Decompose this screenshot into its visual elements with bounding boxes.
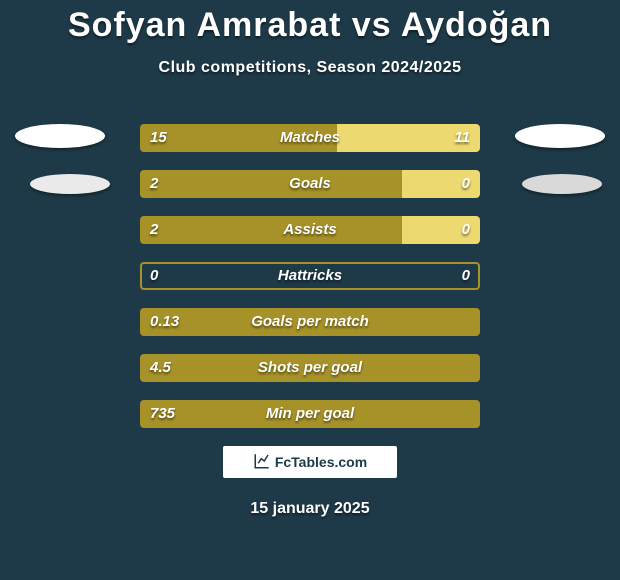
chart-icon: [253, 452, 271, 473]
player-right-flag-2: [522, 174, 602, 194]
stat-label: Matches: [140, 124, 480, 152]
stat-label: Hattricks: [140, 262, 480, 290]
player-left-flag-1: [15, 124, 105, 148]
stat-row: 00Hattricks: [140, 262, 480, 290]
stat-label: Goals: [140, 170, 480, 198]
stat-row: 1511Matches: [140, 124, 480, 152]
stats-bar-chart: 1511Matches 20Goals 20Assists 00Hattricks 0.…: [140, 124, 480, 446]
stat-label: Shots per goal: [140, 354, 480, 382]
stat-label: Goals per match: [140, 308, 480, 336]
player-left-flag-2: [30, 174, 110, 194]
stat-row: 20Goals: [140, 170, 480, 198]
subtitle: Club competitions, Season 2024/2025: [0, 59, 620, 77]
generated-date: 15 january 2025: [0, 500, 620, 518]
stat-row: 4.5Shots per goal: [140, 354, 480, 382]
page-title: Sofyan Amrabat vs Aydoğan: [0, 0, 620, 45]
stat-label: Min per goal: [140, 400, 480, 428]
player-right-flag-1: [515, 124, 605, 148]
stat-row: 20Assists: [140, 216, 480, 244]
branding-badge: FcTables.com: [223, 446, 397, 478]
stat-row: 0.13Goals per match: [140, 308, 480, 336]
stat-row: 735Min per goal: [140, 400, 480, 428]
stat-label: Assists: [140, 216, 480, 244]
branding-text: FcTables.com: [275, 454, 367, 470]
